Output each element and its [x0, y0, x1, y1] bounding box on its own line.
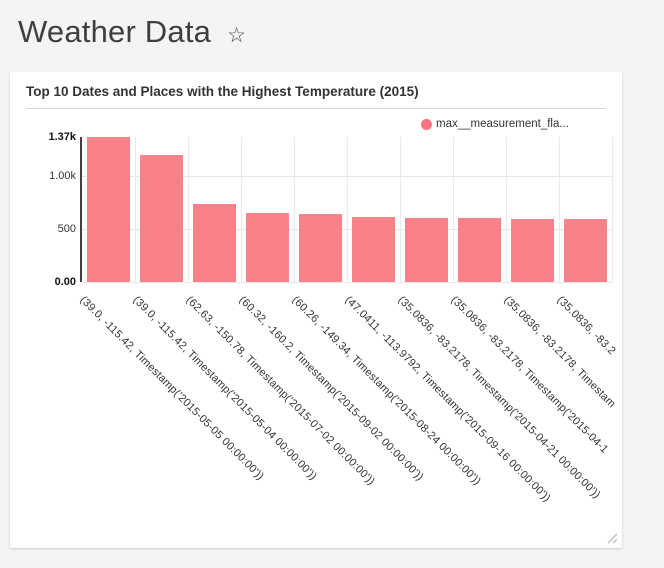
y-tick-label: 500 [57, 223, 76, 236]
y-tick-label: 0.00 [54, 276, 76, 288]
x-gridline [347, 137, 348, 282]
y-axis-line [80, 137, 82, 282]
title-divider [26, 108, 606, 109]
x-gridline [241, 137, 242, 282]
x-tick-label: (60.26, -149.34, Timestamp('2015-08-24 0… [289, 294, 483, 488]
x-tick-label: (47.0411, -113.9792, Timestamp('2015-09-… [342, 294, 553, 505]
x-gridline [294, 137, 295, 282]
x-tick-label: (35.0836, -83.2178, Timestamp('2015-04-2… [395, 294, 603, 502]
x-tick-label: (60.32, -160.2, Timestamp('2015-09-02 00… [236, 294, 426, 484]
favorite-star-icon[interactable]: ☆ [227, 23, 246, 47]
x-gridline [400, 137, 401, 282]
bar[interactable] [564, 219, 607, 282]
legend-item[interactable]: max__measurement_fla... [421, 117, 569, 131]
legend-series-label: max__measurement_fla... [436, 118, 569, 130]
x-tick-label: (35.0836, -83.2178, Timestam [501, 294, 618, 411]
x-tick-label: (39.0, -115.42, Timestamp('2015-05-04 00… [130, 294, 319, 483]
x-gridline [506, 137, 507, 282]
chart-card: Top 10 Dates and Places with the Highest… [10, 72, 622, 548]
y-tick-label: 1.37k [48, 131, 76, 143]
bar-chart-plot-area: 0.00 500 1.00k 1.37k (39.0, -115.42, Timesta… [10, 72, 622, 548]
x-gridline [453, 137, 454, 282]
y-tick-label: 1.00k [49, 170, 76, 183]
bar[interactable] [140, 154, 183, 282]
bar[interactable] [193, 204, 236, 282]
x-axis-baseline [82, 282, 612, 283]
chart-title: Top 10 Dates and Places with the Highest… [26, 84, 419, 99]
bar[interactable] [299, 213, 342, 282]
bar[interactable] [352, 216, 395, 282]
legend-series-dot-icon [421, 118, 432, 130]
bar[interactable] [87, 137, 130, 282]
page-title: Weather Data [18, 14, 212, 49]
x-gridline [188, 137, 189, 282]
bar[interactable] [405, 217, 448, 282]
bar[interactable] [246, 212, 289, 282]
x-gridline [135, 137, 136, 282]
x-tick-label: (62.63, -150.78, Timestamp('2015-07-02 0… [183, 294, 377, 488]
x-gridline [612, 137, 613, 282]
bar[interactable] [511, 218, 554, 282]
resize-handle-icon[interactable] [606, 532, 618, 544]
page-header: Weather Data ☆ [0, 0, 664, 60]
bar[interactable] [458, 218, 501, 282]
x-tick-label: (39.0, -115.42, Timestamp('2015-05-05 00… [77, 294, 266, 483]
x-gridline [559, 137, 560, 282]
